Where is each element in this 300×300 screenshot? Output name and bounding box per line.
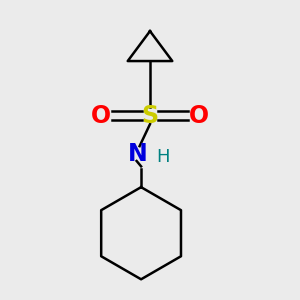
Text: O: O [91,104,111,128]
Text: O: O [189,104,209,128]
Text: S: S [141,104,159,128]
Text: N: N [128,142,148,166]
Text: H: H [157,148,170,166]
